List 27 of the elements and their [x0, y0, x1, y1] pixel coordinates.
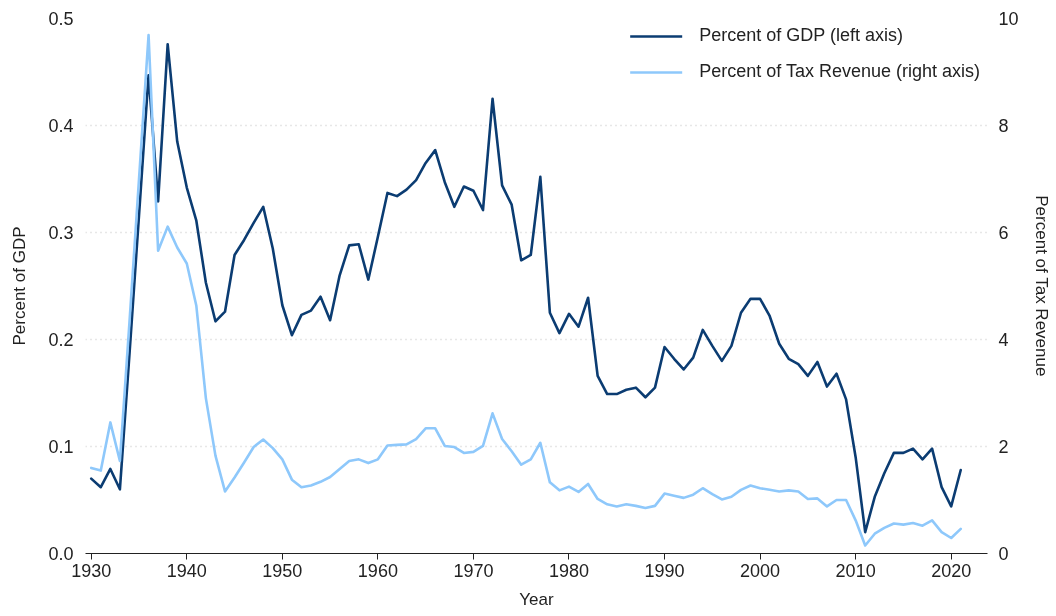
- x-tick-label: 1960: [357, 560, 398, 581]
- x-axis-title: Year: [519, 589, 555, 609]
- x-tick-label: 1940: [166, 560, 207, 581]
- y-tick-label: 0.4: [48, 116, 74, 136]
- y2-tick-label: 2: [998, 437, 1009, 457]
- legend-label: Percent of Tax Revenue (right axis): [699, 61, 980, 82]
- x-tick-label: 2000: [740, 560, 781, 581]
- x-tick-label: 1990: [644, 560, 685, 581]
- x-tick-label: 1970: [453, 560, 494, 581]
- x-tick-label: 2020: [931, 560, 972, 581]
- y2-tick-label: 8: [998, 116, 1009, 136]
- y-axis-title: Percent of GDP: [10, 226, 30, 346]
- y-tick-label: 0.0: [48, 544, 74, 564]
- x-tick-label: 1980: [548, 560, 590, 581]
- y2-tick-label: 10: [998, 9, 1019, 29]
- x-tick-label: 1950: [262, 560, 303, 581]
- y2-tick-label: 0: [998, 544, 1009, 564]
- y2-tick-label: 6: [998, 223, 1009, 243]
- x-tick-label: 2010: [835, 560, 876, 581]
- y-tick-label: 0.2: [48, 330, 74, 350]
- y2-axis-title: Percent of Tax Revenue: [1031, 195, 1051, 377]
- x-tick-label: 1930: [71, 560, 112, 581]
- y-tick-label: 0.3: [48, 223, 74, 243]
- y-tick-label: 0.5: [48, 9, 74, 29]
- y-tick-label: 0.1: [48, 437, 74, 457]
- y2-tick-label: 4: [998, 330, 1009, 350]
- legend-label: Percent of GDP (left axis): [699, 25, 903, 46]
